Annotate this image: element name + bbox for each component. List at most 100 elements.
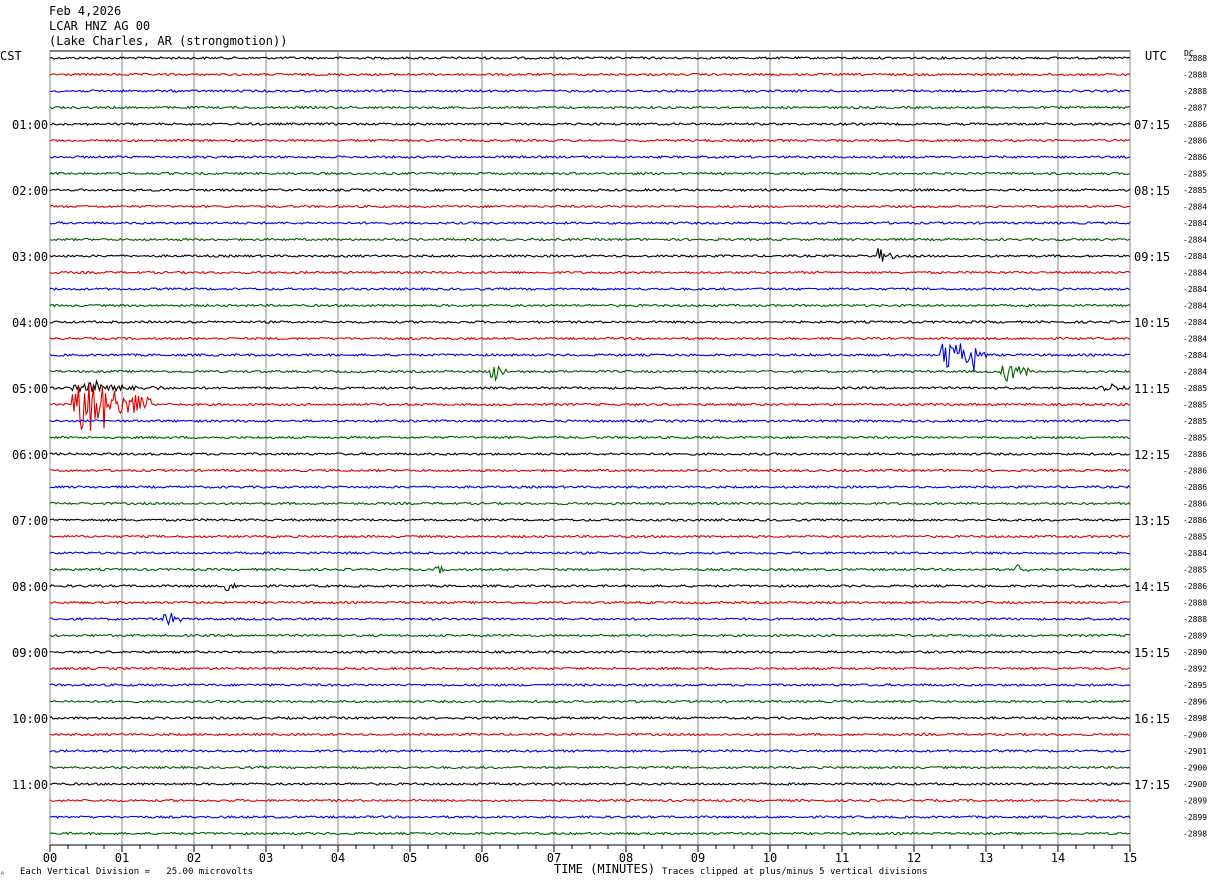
dc-offset-label: -2884 [1183,368,1207,377]
dc-offset-label: -2884 [1183,236,1207,245]
cst-time-label: 10:00 [12,712,48,726]
dc-offset-label: -2886 [1183,137,1207,146]
x-tick-label: 02 [187,851,201,865]
trace-line-35 [49,633,1131,638]
trace-line-30 [49,551,1131,556]
utc-time-label: 07:15 [1134,118,1170,132]
x-tick-label: 13 [979,851,993,865]
dc-offset-label: -2885 [1183,170,1207,179]
trace-line-16 [49,320,1131,325]
trace-line-44 [49,782,1131,786]
trace-line-32 [49,582,1131,592]
dc-offset-label: -2884 [1183,335,1207,344]
dc-offset-label: -2885 [1183,384,1207,393]
dc-offset-label: -2885 [1183,417,1207,426]
trace-line-23 [49,435,1131,440]
cst-time-label: 02:00 [12,184,48,198]
trace-line-8 [49,188,1131,192]
dc-offset-label: -2888 [1183,71,1207,80]
plot-date: Feb 4,2026 [49,4,122,18]
trace-line-41 [49,732,1131,737]
x-axis-label: TIME (MINUTES) [554,862,656,876]
trace-line-18 [49,343,1131,372]
dc-offset-label: -2900 [1183,731,1207,740]
trace-line-13 [49,270,1131,275]
dc-offset-label: -2886 [1183,120,1207,129]
trace-line-43 [49,765,1131,770]
cst-time-label: 03:00 [12,250,48,264]
dc-offset-label: -2896 [1183,698,1207,707]
trace-line-17 [49,336,1131,341]
corner-mark: ᴬ [0,870,5,879]
station-location: (Lake Charles, AR (strongmotion)) [49,34,288,48]
dc-offset-label: -2885 [1183,401,1207,410]
trace-line-45 [49,798,1131,803]
cst-time-label: 01:00 [12,118,48,132]
dc-offset-label: -2886 [1183,516,1207,525]
trace-line-46 [50,815,1131,819]
x-tick-label: 00 [43,851,57,865]
dc-offset-label: -2884 [1183,285,1207,294]
trace-line-6 [49,155,1131,160]
trace-line-33 [49,600,1131,605]
trace-line-21 [49,384,1131,432]
x-tick-label: 10 [763,851,777,865]
trace-line-14 [49,286,1131,292]
trace-line-11 [49,237,1131,242]
dc-offset-label: -2885 [1183,434,1207,443]
trace-line-24 [49,451,1131,456]
cst-time-label: 09:00 [12,646,48,660]
utc-time-label: 12:15 [1134,448,1170,462]
trace-line-22 [49,419,1131,424]
plot-frame [49,50,1131,846]
dc-offset-label: -2887 [1183,104,1207,113]
trace-line-9 [49,204,1131,209]
trace-line-4 [49,122,1131,126]
trace-line-37 [49,666,1131,671]
cst-time-label: 11:00 [12,778,48,792]
x-tick-label: 01 [115,851,129,865]
trace-line-15 [49,303,1131,308]
dc-offset-label: -2888 [1183,615,1207,624]
trace-line-1 [49,72,1131,77]
scale-note: Each Vertical Division = 25.00 microvolt… [20,867,253,877]
trace-line-25 [49,468,1131,473]
trace-line-10 [49,220,1131,225]
dc-offset-label: -2885 [1183,186,1207,195]
dc-offset-label: -2884 [1183,203,1207,212]
dc-offset-label: -2884 [1183,269,1207,278]
trace-line-19 [49,365,1131,383]
trace-line-36 [49,650,1131,655]
utc-time-label: 13:15 [1134,514,1170,528]
clip-note: Traces clipped at plus/minus 5 vertical … [662,867,928,877]
utc-time-label: 14:15 [1134,580,1170,594]
dc-offset-label: -2901 [1183,747,1207,756]
dc-offset-label: -2886 [1183,153,1207,162]
cst-time-label: 07:00 [12,514,48,528]
cst-time-label: 04:00 [12,316,48,330]
trace-line-34 [49,612,1131,627]
utc-time-label: 16:15 [1134,712,1170,726]
trace-line-27 [49,501,1131,506]
dc-offset-label: -2899 [1183,813,1207,822]
trace-line-20 [49,378,1131,394]
trace-line-38 [49,683,1131,687]
dc-offset-label: -2895 [1183,681,1207,690]
dc-offset-label: -2885 [1183,533,1207,542]
dc-offset-label: -2886 [1183,467,1207,476]
dc-offset-label: -2888 [1183,87,1207,96]
x-tick-label: 03 [259,851,273,865]
dc-offset-label: -2892 [1183,665,1207,674]
left-timezone-label: CST [0,49,22,63]
dc-offset-label: -2885 [1183,566,1207,575]
dc-offset-label: -2884 [1183,302,1207,311]
dc-offset-label: -2889 [1183,632,1207,641]
right-timezone-label: UTC [1145,49,1167,63]
x-tick-label: 14 [1051,851,1065,865]
utc-time-label: 08:15 [1134,184,1170,198]
x-tick-label: 15 [1123,851,1137,865]
dc-offset-label: -2886 [1183,582,1207,591]
cst-time-label: 05:00 [12,382,48,396]
trace-line-7 [49,171,1131,176]
x-tick-label: 12 [907,851,921,865]
